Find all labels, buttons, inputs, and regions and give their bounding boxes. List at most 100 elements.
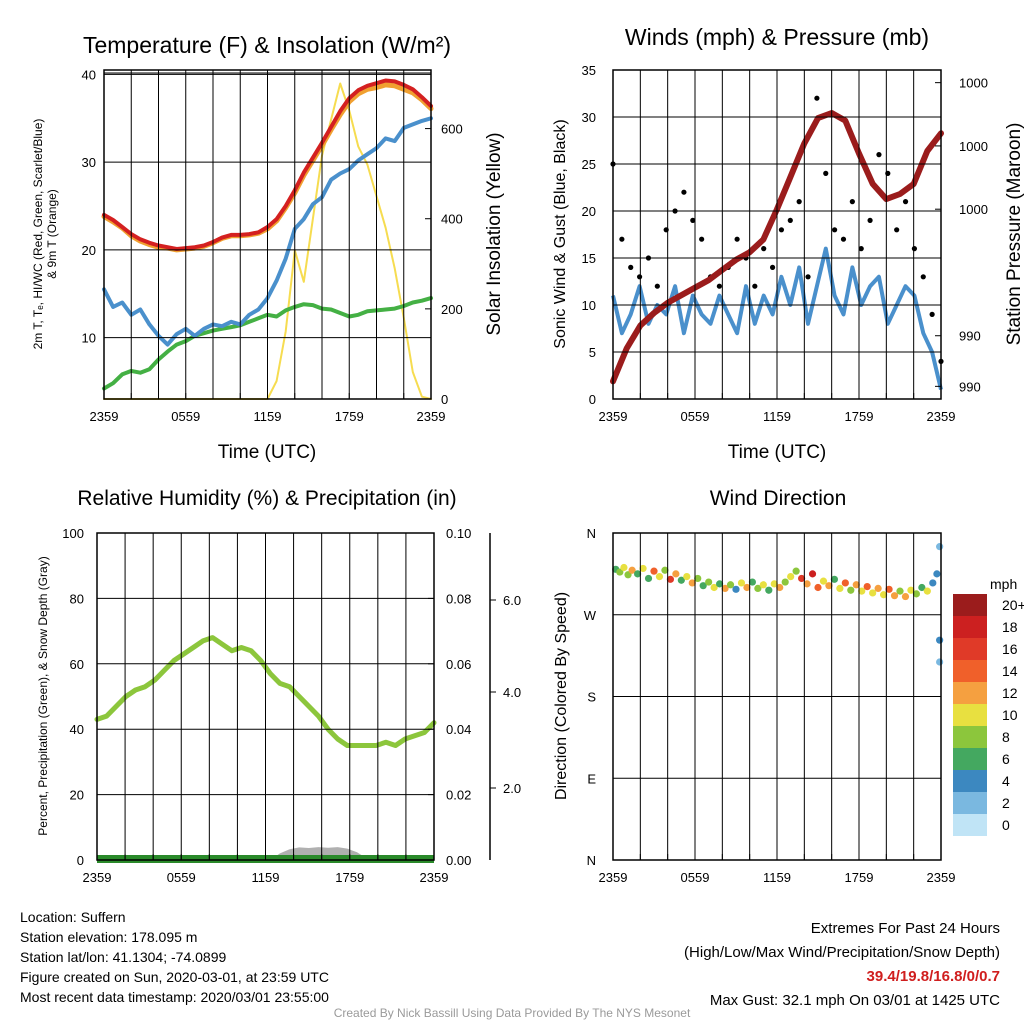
direction-point [929, 579, 937, 587]
gust-point [752, 283, 758, 289]
credit-line: Created By Nick Bassill Using Data Provi… [333, 1006, 691, 1020]
direction-point [803, 580, 811, 588]
wind-ytick-label: 0 [589, 392, 596, 407]
figure-created: Figure created on Sun, 2020-03-01, at 23… [20, 969, 329, 985]
wind-xtick-label: 0559 [681, 409, 710, 424]
wind-ytick-label: 20 [582, 204, 596, 219]
speed-legend-swatch [953, 770, 987, 792]
rh-xtick-label: 1159 [252, 870, 280, 885]
direction-point [830, 575, 839, 583]
gust-point [814, 95, 820, 101]
rh-ytick-label: 20 [70, 788, 84, 803]
temp-xtick-label: 2359 [90, 409, 119, 424]
rh-title: Relative Humidity (%) & Precipitation (i… [77, 487, 456, 510]
direction-point [896, 587, 904, 595]
rh-ytick-right-label: 0.08 [446, 591, 471, 606]
wind-ytick-label: 5 [589, 345, 596, 360]
wind-ylabel-right: Station Pressure (Maroon) [1004, 123, 1024, 346]
dir-ytick-label: W [584, 608, 597, 623]
gust-point [628, 264, 634, 270]
temp-xtick-label: 1759 [335, 409, 364, 424]
direction-point [776, 583, 784, 592]
rh-xtick-label: 0559 [167, 870, 196, 885]
speed-legend-swatch [953, 638, 987, 660]
direction-point [841, 579, 849, 587]
gust-point [894, 227, 900, 233]
direction-point [912, 590, 921, 598]
wind-ytick-label: 35 [582, 63, 596, 78]
speed-legend-label: 0 [1002, 817, 1010, 833]
station-info: Location: Suffern Station elevation: 178… [20, 907, 329, 1007]
direction-point [808, 570, 817, 578]
temperature-panel: Temperature (F) & Insolation (W/m²) Time… [31, 32, 505, 463]
rh-ylabel-left: Percent, Precipitation (Green), & Snow D… [36, 556, 50, 835]
speed-legend-swatch [953, 748, 987, 770]
dir-ytick-label: N [587, 526, 596, 541]
speed-legend-swatch [953, 660, 987, 682]
gust-point [832, 227, 838, 233]
temp-title: Temperature (F) & Insolation (W/m²) [83, 32, 451, 58]
dir-xtick-label: 2359 [927, 870, 956, 885]
wind-ytick-label: 10 [582, 298, 596, 313]
temp-ytick-right-label: 400 [441, 212, 463, 227]
direction-point [765, 586, 773, 594]
gust-point [823, 170, 829, 176]
direction-point [628, 566, 636, 574]
humidity-panel: Relative Humidity (%) & Precipitation (i… [36, 487, 521, 885]
speed-legend-unit: mph [990, 576, 1017, 592]
direction-point [683, 573, 691, 581]
direction-point [907, 586, 915, 594]
direction-point [923, 587, 931, 595]
direction-point [787, 573, 795, 581]
gust-point [805, 274, 811, 280]
wind-ytick-right-label: 990 [959, 379, 981, 394]
direction-point [836, 584, 844, 593]
rh-ytick-label: 80 [70, 591, 84, 606]
meteogram-figure: Temperature (F) & Insolation (W/m²) Time… [31, 24, 1024, 885]
direction-point [936, 658, 944, 666]
direction-point [936, 636, 944, 644]
temp-ylabel-left-1: 2m T, Tₑ, HI/WC (Red, Green, Scarlet/Blu… [31, 119, 45, 350]
gust-point [840, 236, 847, 242]
snow-ytick-label: 2.0 [503, 781, 521, 796]
direction-point [639, 564, 647, 573]
direction-point [710, 583, 718, 592]
direction-point [743, 583, 751, 592]
wind-ytick-right-label: 990 [959, 329, 981, 344]
station-latlon: Station lat/lon: 41.1304; -74.0899 [20, 949, 227, 965]
direction-panel: Wind Direction Direction (Colored By Spe… [553, 487, 1024, 885]
gust-point [849, 199, 855, 205]
speed-legend-label: 2 [1002, 795, 1010, 811]
dir-xtick-label: 1759 [845, 870, 874, 885]
dir-xtick-label: 1159 [763, 870, 791, 885]
temp-ytick-label: 30 [82, 155, 96, 170]
direction-point [863, 582, 871, 591]
speed-legend-label: 14 [1002, 663, 1018, 679]
gust-point [796, 199, 802, 205]
direction-point [644, 574, 653, 583]
direction-point [721, 584, 729, 593]
temp-ytick-right-label: 600 [441, 122, 463, 137]
speed-legend-swatch [953, 594, 987, 616]
gust-point [769, 264, 776, 270]
gust-point [929, 311, 935, 317]
wind-axes: 2359 0559 1159 1759 235905101520253035990990… [582, 63, 988, 424]
speed-legend-swatch [953, 792, 987, 814]
speed-legend-swatch [953, 726, 987, 748]
rh-xtick-label: 2359 [83, 870, 112, 885]
direction-point [814, 583, 822, 592]
direction-point [819, 577, 828, 585]
recent-timestamp: Most recent data timestamp: 2020/03/01 2… [20, 989, 329, 1005]
gust-point [619, 236, 625, 242]
temp-ytick-right-label: 200 [441, 302, 463, 317]
temp-xtick-label: 1159 [254, 409, 282, 424]
direction-point [716, 580, 724, 588]
speed-legend-label: 16 [1002, 641, 1018, 657]
gust-point [699, 236, 705, 242]
speed-legend-label: 18 [1002, 619, 1018, 635]
extremes-title: Extremes For Past 24 Hours [810, 920, 1000, 937]
speed-legend-label: 10 [1002, 707, 1018, 723]
dir-title: Wind Direction [710, 487, 847, 510]
temp-ylabel-left-2: & 9m T (Orange) [45, 189, 59, 279]
